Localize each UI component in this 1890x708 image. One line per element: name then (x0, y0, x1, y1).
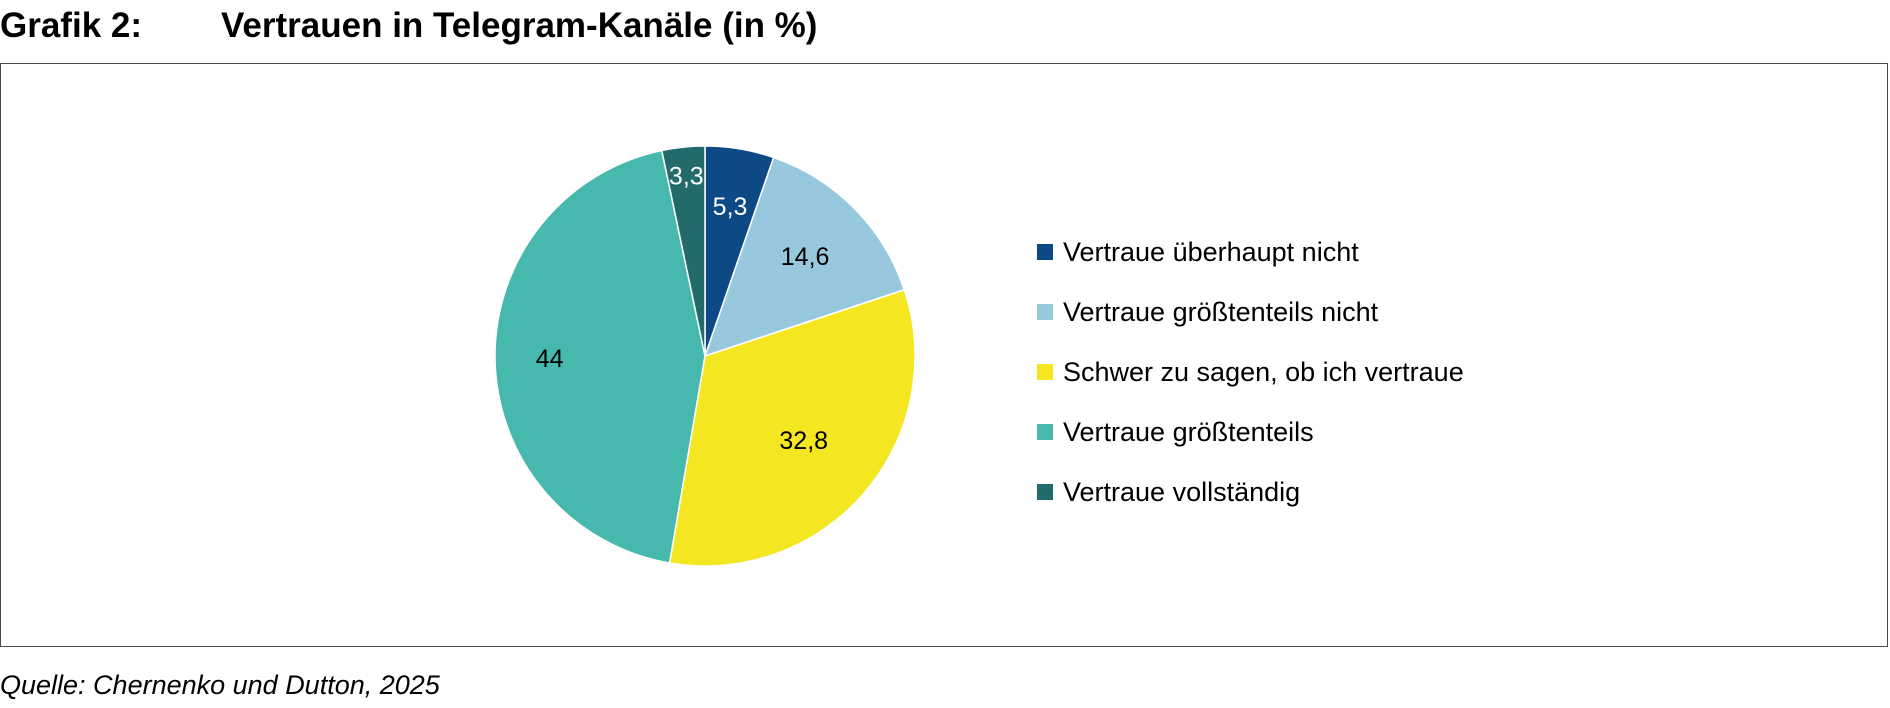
chart-frame: 5,3 14,6 32,8 44 3,3 Vertraue überhaupt nich… (0, 63, 1888, 647)
legend-item: Vertraue größtenteils (1037, 402, 1464, 462)
legend-label: Vertraue vollständig (1063, 476, 1301, 507)
pie-slice (494, 149, 706, 564)
legend-item: Vertraue größtenteils nicht (1037, 282, 1464, 342)
legend-swatch (1037, 364, 1053, 380)
chart-legend: Vertraue überhaupt nicht Vertraue größten… (1037, 222, 1464, 522)
figure-heading: Grafik 2: Vertrauen in Telegram-Kanäle (… (0, 6, 1890, 52)
pie-slice (668, 288, 916, 567)
pie-slice (660, 145, 706, 357)
legend-label: Schwer zu sagen, ob ich vertraue (1063, 356, 1464, 387)
slice-value-label: 44 (536, 345, 564, 373)
legend-label: Vertraue überhaupt nicht (1063, 236, 1359, 267)
slice-value-label: 32,8 (779, 427, 828, 455)
legend-label: Vertraue größtenteils (1063, 416, 1314, 447)
slice-value-label: 3,3 (669, 162, 704, 190)
legend-label: Vertraue größtenteils nicht (1063, 296, 1379, 327)
legend-swatch (1037, 424, 1053, 440)
pie-chart: 5,3 14,6 32,8 44 3,3 (494, 145, 916, 567)
legend-swatch (1037, 304, 1053, 320)
slice-value-label: 14,6 (781, 243, 830, 271)
legend-item: Vertraue vollständig (1037, 462, 1464, 522)
legend-swatch (1037, 244, 1053, 260)
source-note: Quelle: Chernenko und Dutton, 2025 (0, 670, 440, 700)
figure-number: Grafik 2: (0, 6, 142, 45)
legend-swatch (1037, 484, 1053, 500)
slice-value-label: 5,3 (713, 193, 748, 221)
legend-item: Vertraue überhaupt nicht (1037, 222, 1464, 282)
legend-item: Schwer zu sagen, ob ich vertraue (1037, 342, 1464, 402)
chart-title: Vertrauen in Telegram-Kanäle (in %) (221, 6, 818, 45)
